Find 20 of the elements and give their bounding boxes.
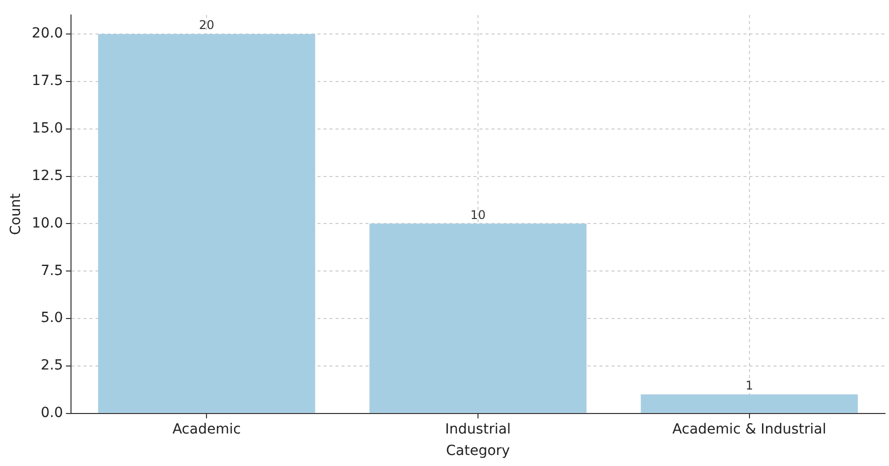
y-tick-label: 10.0 xyxy=(32,215,63,232)
y-axis-title: Count xyxy=(8,192,24,235)
data-label: 10 xyxy=(470,208,486,222)
y-tick-label: 0.0 xyxy=(40,405,63,422)
y-tick-label: 20.0 xyxy=(32,26,63,42)
x-tick-label: Academic & Industrial xyxy=(672,421,826,438)
bar xyxy=(98,34,316,413)
x-axis-title: Category xyxy=(446,443,510,460)
bar xyxy=(640,394,858,413)
data-label: 1 xyxy=(746,378,754,393)
data-label: 20 xyxy=(199,18,214,32)
y-tick-label: 2.5 xyxy=(40,358,63,374)
y-tick-label: 17.5 xyxy=(32,73,63,90)
bar xyxy=(369,224,587,413)
x-tick-label: Industrial xyxy=(445,421,511,438)
y-tick-label: 5.0 xyxy=(40,310,63,326)
y-tick-label: 15.0 xyxy=(32,120,63,136)
y-tick-label: 7.5 xyxy=(40,262,63,279)
x-tick-label: Academic xyxy=(172,421,241,438)
y-tick-label: 12.5 xyxy=(32,168,63,184)
